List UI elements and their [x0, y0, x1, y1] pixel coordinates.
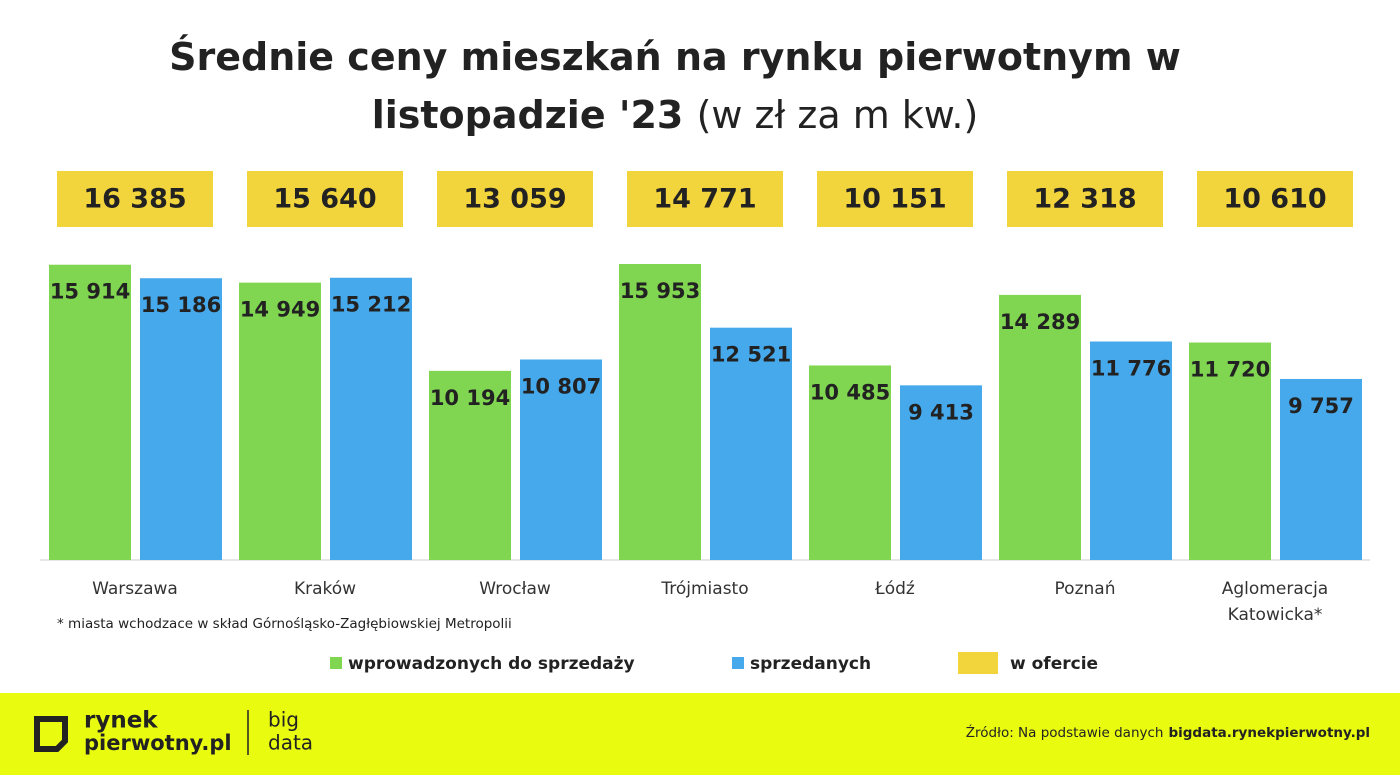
- logo-text: big: [268, 708, 299, 732]
- logo-icon: [34, 716, 68, 752]
- x-tick-label: Trójmiasto: [661, 579, 749, 599]
- legend-label: w ofercie: [1010, 654, 1098, 674]
- offer-label: 16 385: [83, 184, 186, 215]
- chart-title-block: Średnie ceny mieszkań na rynku pierwotny…: [160, 28, 1190, 144]
- bar: [999, 294, 1081, 560]
- bar: [619, 264, 701, 560]
- x-tick-label: Kraków: [293, 579, 357, 599]
- bar: [1280, 378, 1362, 560]
- bar: [809, 365, 891, 560]
- footer-band: [0, 693, 1400, 775]
- value-label: 9 413: [908, 400, 974, 424]
- bar: [49, 264, 131, 560]
- value-label: 10 807: [521, 374, 601, 398]
- offer-box: [247, 171, 403, 227]
- x-tick-label: Poznań: [1054, 579, 1116, 599]
- bar: [429, 370, 511, 560]
- offer-box: [627, 171, 783, 227]
- bar: [1189, 342, 1271, 560]
- offer-label: 10 610: [1223, 184, 1326, 215]
- bar: [330, 277, 412, 560]
- offer-box: [57, 171, 213, 227]
- bar: [520, 359, 602, 560]
- offer-label: 14 771: [653, 184, 756, 215]
- legend-label: sprzedanych: [750, 654, 871, 674]
- offer-box: [1197, 171, 1353, 227]
- value-label: 15 186: [141, 293, 221, 317]
- legend-swatch: [732, 657, 744, 669]
- value-label: 14 949: [240, 298, 320, 322]
- logo-text: data: [268, 731, 313, 755]
- x-tick-label: Warszawa: [92, 579, 178, 599]
- footnote: * miasta wchodzace w skład Górnośląsko-Z…: [57, 616, 512, 632]
- legend-swatch: [958, 652, 998, 674]
- legend-label: wprowadzonych do sprzedaży: [348, 654, 635, 674]
- value-label: 15 914: [50, 280, 130, 304]
- bar: [710, 327, 792, 560]
- offer-label: 15 640: [273, 184, 376, 215]
- chart-subtitle: (w zł za m kw.): [696, 93, 979, 137]
- x-tick-label: Łódź: [875, 579, 915, 599]
- source-text: Źródło: Na podstawie danych: [966, 723, 1164, 741]
- x-tick-label: Wrocław: [479, 579, 551, 599]
- bar: [140, 278, 222, 560]
- value-label: 12 521: [711, 343, 791, 367]
- value-label: 10 194: [430, 386, 510, 410]
- offer-box: [817, 171, 973, 227]
- value-label: 11 720: [1190, 358, 1270, 382]
- offer-box: [437, 171, 593, 227]
- offer-label: 12 318: [1033, 184, 1136, 215]
- value-label: 11 776: [1091, 357, 1171, 381]
- bar: [1090, 341, 1172, 560]
- value-label: 15 953: [620, 279, 700, 303]
- bar: [900, 385, 982, 560]
- legend-swatch: [330, 657, 342, 669]
- value-label: 10 485: [810, 380, 890, 404]
- bar: [239, 282, 321, 560]
- chart-title: Średnie ceny mieszkań na rynku pierwotny…: [169, 35, 1181, 137]
- value-label: 15 212: [331, 293, 411, 317]
- source-link: bigdata.rynekpierwotny.pl: [1168, 725, 1370, 741]
- offer-box: [1007, 171, 1163, 227]
- value-label: 14 289: [1000, 310, 1080, 334]
- x-tick-label: Aglomeracja Katowicka*: [1221, 579, 1329, 625]
- value-label: 9 757: [1288, 394, 1354, 418]
- logo-text: pierwotny.pl: [84, 731, 232, 755]
- logo-text: rynek: [84, 708, 158, 734]
- offer-label: 10 151: [843, 184, 946, 215]
- offer-label: 13 059: [463, 184, 566, 215]
- source: Źródło: Na podstawie danych bigdata.rynek…: [966, 723, 1370, 741]
